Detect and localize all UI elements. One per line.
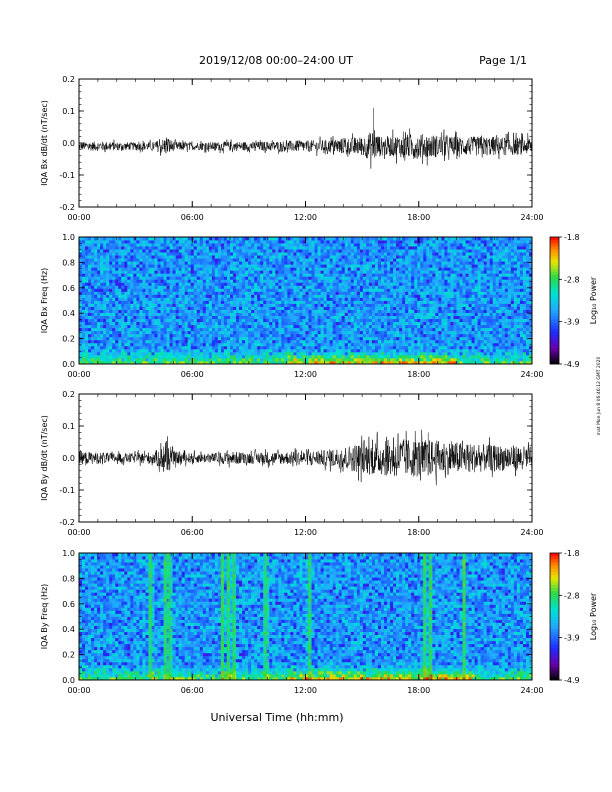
colorbar-label: Log₁₀ Power	[589, 592, 598, 640]
y-tick-label: 0.6	[62, 284, 75, 293]
x-tick-label: 12:00	[294, 370, 317, 379]
x-tick-label: 12:00	[294, 213, 317, 222]
y-tick-label: -0.2	[59, 518, 75, 527]
broadband-stripe	[462, 553, 466, 680]
colorbar-tick-label: -3.9	[564, 634, 580, 643]
broadband-stripe	[226, 553, 230, 680]
broadband-stripe	[264, 553, 268, 680]
x-tick-label: 00:00	[67, 528, 90, 537]
colorbar-tick-label: -1.8	[564, 549, 580, 558]
y-tick-label: -0.2	[59, 203, 75, 212]
colorbar-bx_freq: -1.8 -2.8 -3.9 -4.9 Log₁₀ Power	[549, 233, 598, 369]
y-tick-label: 0.4	[62, 309, 75, 318]
trace-by_dbdt	[79, 429, 532, 486]
colorbar-tick-label: -1.8	[564, 233, 580, 242]
x-tick-label: 06:00	[181, 213, 204, 222]
y-tick-label: 0.6	[62, 600, 75, 609]
y-tick-label: -0.1	[59, 171, 75, 180]
y-tick-label: 0.8	[62, 258, 75, 267]
y-axis-label: IQA Bx Freq (Hz)	[40, 268, 49, 334]
colorbar-tick-label: -2.8	[564, 275, 580, 284]
x-tick-label: 18:00	[407, 686, 430, 695]
spectrogram-by_freq	[79, 553, 532, 680]
x-tick-label: 18:00	[407, 370, 430, 379]
x-tick-label: 24:00	[520, 370, 543, 379]
panel-by_freq: -1.8 -2.8 -3.9 -4.9 Log₁₀ Power 1.0 0.8 0.6 0.4 0…	[40, 549, 598, 695]
spectrogram-bx_freq	[79, 237, 532, 364]
y-tick-label: 0.4	[62, 625, 75, 634]
y-tick-label: 0.1	[62, 422, 75, 431]
y-tick-label: 0.2	[62, 75, 75, 84]
y-tick-label: 1.0	[62, 549, 75, 558]
panel-bx_freq: -1.8 -2.8 -3.9 -4.9 Log₁₀ Power 1.0 0.8 0.6 0.4 0…	[40, 233, 598, 379]
x-tick-label: 06:00	[181, 370, 204, 379]
broadband-stripe	[232, 553, 236, 680]
y-tick-label: 0.2	[62, 335, 75, 344]
x-tick-label: 24:00	[520, 528, 543, 537]
page-number: Page 1/1	[479, 54, 527, 67]
x-tick-label: 24:00	[520, 213, 543, 222]
broadband-stripe	[168, 553, 172, 680]
y-axis-label: IQA By dB/dt (nT/sec)	[40, 415, 49, 501]
x-tick-label: 24:00	[520, 686, 543, 695]
x-tick-label: 12:00	[294, 528, 317, 537]
x-tick-label: 06:00	[181, 528, 204, 537]
y-tick-label: 0.2	[62, 390, 75, 399]
colorbar-tick-label: -3.9	[564, 318, 580, 327]
x-axis-label: Universal Time (hh:mm)	[211, 711, 344, 724]
panel-by_dbdt: 0.2 0.1 0.0 -0.1 -0.200:00 06:00 12:00 18:00 24:…	[40, 390, 544, 537]
y-axis-label: IQA By Freq (Hz)	[40, 584, 49, 650]
x-tick-label: 18:00	[407, 213, 430, 222]
trace-bx_dbdt	[79, 107, 532, 169]
y-tick-label: -0.1	[59, 486, 75, 495]
broadband-stripe	[220, 553, 224, 680]
colorbar-tick-label: -2.8	[564, 591, 580, 600]
figure-title: 2019/12/08 00:00–24:00 UT	[199, 54, 353, 67]
y-tick-label: 0.1	[62, 107, 75, 116]
colorbar-tick-label: -4.9	[564, 676, 580, 685]
x-tick-label: 00:00	[67, 370, 90, 379]
side-note: mat Mon Jun 8 06:46:12 GMT 2020	[596, 357, 602, 436]
x-tick-label: 00:00	[67, 686, 90, 695]
colorbar-tick-label: -4.9	[564, 360, 580, 369]
y-tick-label: 0.0	[62, 676, 75, 685]
y-tick-label: 0.2	[62, 651, 75, 660]
x-tick-label: 12:00	[294, 686, 317, 695]
y-tick-label: 0.0	[62, 454, 75, 463]
broadband-stripe	[422, 553, 426, 680]
y-axis-label: IQA Bx dB/dt (nT/sec)	[40, 100, 49, 186]
colorbar-by_freq: -1.8 -2.8 -3.9 -4.9 Log₁₀ Power	[549, 549, 598, 685]
y-tick-label: 0.8	[62, 574, 75, 583]
y-tick-label: 0.0	[62, 360, 75, 369]
broadband-stripe	[428, 553, 432, 680]
broadband-stripe	[164, 553, 168, 680]
broadband-stripe	[149, 553, 153, 680]
y-tick-label: 1.0	[62, 233, 75, 242]
x-tick-label: 18:00	[407, 528, 430, 537]
panel-bx_dbdt: 0.2 0.1 0.0 -0.1 -0.200:00 06:00 12:00 18:00 24:…	[40, 75, 544, 222]
x-tick-label: 06:00	[181, 686, 204, 695]
x-tick-label: 00:00	[67, 213, 90, 222]
y-tick-label: 0.0	[62, 139, 75, 148]
broadband-stripe	[307, 553, 311, 680]
colorbar-label: Log₁₀ Power	[589, 276, 598, 324]
